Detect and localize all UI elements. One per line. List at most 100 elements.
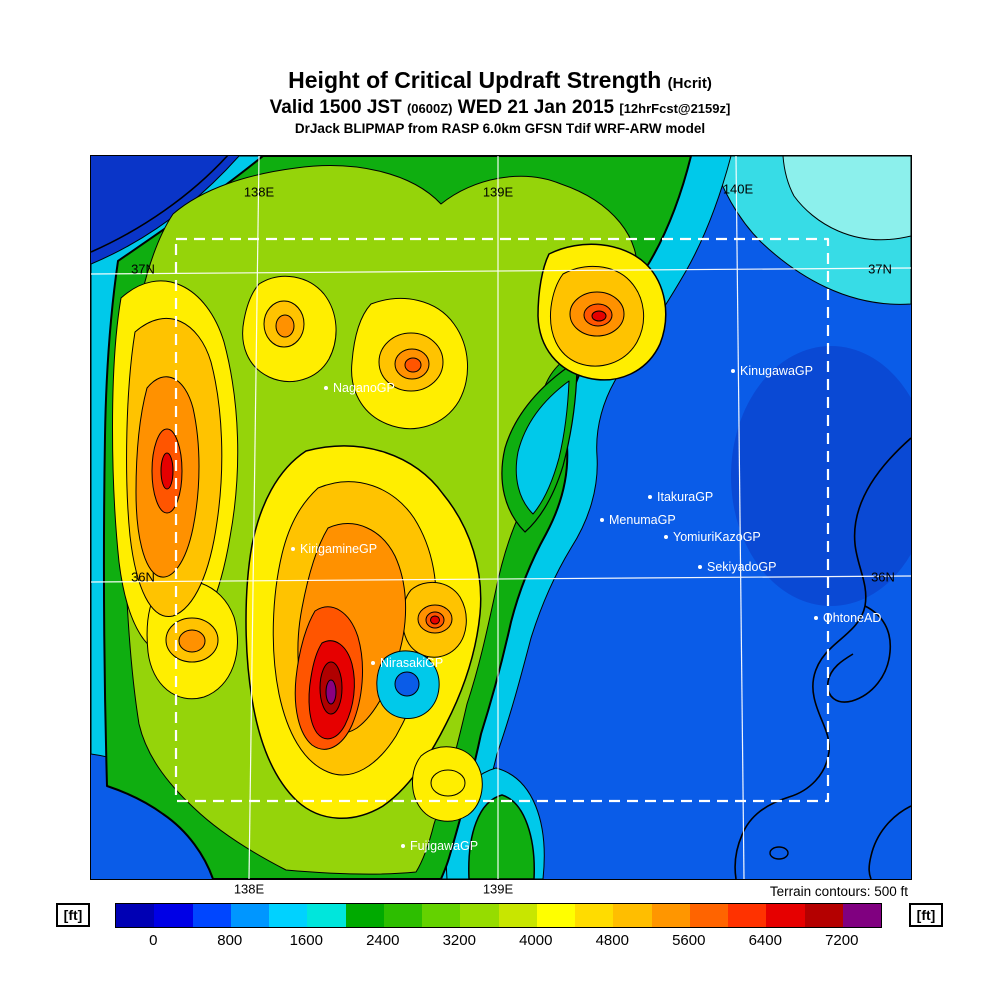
colorbar-tick-1600: 1600 <box>289 932 323 949</box>
contour-orange-west-lobe <box>178 629 206 653</box>
station-dot-icon <box>291 547 295 551</box>
valid-date: WED 21 Jan 2015 <box>452 96 620 118</box>
station-marker-YomiuriKazoGP: YomiuriKazoGP <box>664 530 761 544</box>
colorbar-segment <box>307 904 346 927</box>
colorbar <box>115 903 882 928</box>
colorbar-tick-labels: 0 800 1600 2400 3200 4000 4800 5600 6400 7200 <box>115 932 880 952</box>
contour-map-svg <box>91 156 911 879</box>
colorbar-segment <box>422 904 461 927</box>
page-title: Height of Critical Updraft Strength (Hcr… <box>0 66 1000 95</box>
station-label: ItakuraGP <box>657 490 714 504</box>
valid-prefix: Valid 1500 JST <box>269 96 407 118</box>
colorbar-segment <box>154 904 193 927</box>
colorbar-segment <box>345 904 384 927</box>
station-marker-FujigawaGP: FujigawaGP <box>401 839 478 853</box>
ocean-deep-patch <box>731 346 911 606</box>
contour-orangered-north-mid <box>404 357 422 373</box>
station-label: KirigamineGP <box>300 542 378 556</box>
colorbar-tick-4000: 4000 <box>519 932 553 949</box>
colorbar-segment <box>192 904 231 927</box>
island-outline <box>769 846 789 860</box>
colorbar-segment <box>804 904 843 927</box>
header: Height of Critical Updraft Strength (Hcr… <box>0 66 1000 137</box>
colorbar-segment <box>498 904 537 927</box>
contour-red-east-lobe <box>430 615 440 625</box>
station-dot-icon <box>814 616 818 620</box>
graticule-36N <box>91 575 911 583</box>
graticule-37N <box>91 267 911 275</box>
title-paren: (Hcrit) <box>667 75 712 92</box>
colorbar-tick-3200: 3200 <box>442 932 476 949</box>
contour-ring-se-knob <box>430 769 466 797</box>
colorbar-segment <box>575 904 614 927</box>
grid-label-37N: 37N <box>868 261 892 277</box>
contour-yellow-se-knob <box>412 746 483 822</box>
station-marker-KirigamineGP: KirigamineGP <box>291 542 377 556</box>
station-dot-icon <box>324 386 328 390</box>
colorbar-tick-800: 800 <box>217 932 243 949</box>
grid-label-36N: 36N <box>871 569 895 585</box>
station-label: MenumaGP <box>609 513 676 527</box>
colorbar-tick-7200: 7200 <box>825 932 859 949</box>
station-label: NirasakiGP <box>380 656 444 670</box>
colorbar-tick-5600: 5600 <box>672 932 706 949</box>
colorbar-unit-right: [ft] <box>909 903 943 927</box>
station-label: SekiyadoGP <box>707 560 777 574</box>
colorbar-segment <box>269 904 308 927</box>
station-label: NaganoGP <box>333 381 395 395</box>
station-marker-MenumaGP: MenumaGP <box>600 513 676 527</box>
coastlines <box>91 156 911 879</box>
station-dot-icon <box>371 661 375 665</box>
station-marker-NaganoGP: NaganoGP <box>324 381 395 395</box>
colorbar-segment <box>613 904 652 927</box>
contour-green-south-tongue <box>468 794 535 879</box>
graticule-140E <box>735 156 745 879</box>
valid-zulu: (0600Z) <box>406 100 453 116</box>
grid-label-139E: 139E <box>482 881 514 897</box>
colorbar-segment <box>651 904 690 927</box>
station-dot-icon <box>401 844 405 848</box>
contour-red-northeast <box>591 310 607 322</box>
colorbar-segment <box>383 904 422 927</box>
grid-label-36N: 36N <box>131 569 155 585</box>
colorbar-tick-4800: 4800 <box>595 932 629 949</box>
station-label: KinugawaGP <box>740 364 813 378</box>
coastline-tokyo-bay <box>827 605 892 703</box>
station-label: FujigawaGP <box>410 839 479 853</box>
station-label: YomiuriKazoGP <box>673 530 761 544</box>
grid-label-138E: 138E <box>233 881 265 897</box>
station-label: OhtoneAD <box>823 611 882 625</box>
colorbar-segment <box>536 904 575 927</box>
map-canvas: 138E 139E 140E 37N 37N 36N 36N 138E 139E NaganoG… <box>90 155 912 897</box>
grid-label-138E: 138E <box>243 184 275 200</box>
terrain-contours-note: Terrain contours: 500 ft <box>769 884 908 899</box>
station-marker-OhtoneAD: OhtoneAD <box>814 611 881 625</box>
colorbar-unit-left: [ft] <box>56 903 90 927</box>
coastline-peninsula <box>868 805 911 879</box>
station-dot-icon <box>648 495 652 499</box>
station-marker-KinugawaGP: KinugawaGP <box>731 364 813 378</box>
contour-red-west <box>160 452 174 490</box>
colorbar-segment <box>766 904 805 927</box>
colorbar-segment <box>842 904 881 927</box>
coastline-pacific <box>734 437 911 879</box>
valid-time-line: Valid 1500 JST (0600Z) WED 21 Jan 2015 [… <box>0 96 1000 120</box>
colorbar-segment <box>728 904 767 927</box>
domain-boundary-box <box>174 237 830 803</box>
colorbar-row: [ft] 0 800 1600 2400 3200 4000 4800 5600 6400 720… <box>0 903 1000 958</box>
station-dot-icon <box>664 535 668 539</box>
station-dot-icon <box>731 369 735 373</box>
station-marker-SekiyadoGP: SekiyadoGP <box>698 560 776 574</box>
graticule <box>91 156 911 879</box>
colorbar-segment <box>460 904 499 927</box>
station-marker-NirasakiGP: NirasakiGP <box>371 656 443 670</box>
colorbar-tick-0: 0 <box>149 932 158 949</box>
coastline-sea-of-japan <box>91 156 229 253</box>
contour-purple-core <box>325 679 337 705</box>
contour-cyan-valley-wedge <box>515 380 570 515</box>
valid-fcst: [12hrFcst@2159z] <box>619 100 731 116</box>
grid-label-37N: 37N <box>131 261 155 277</box>
colorbar-segment <box>689 904 728 927</box>
contour-palecyan-ne <box>782 156 911 241</box>
